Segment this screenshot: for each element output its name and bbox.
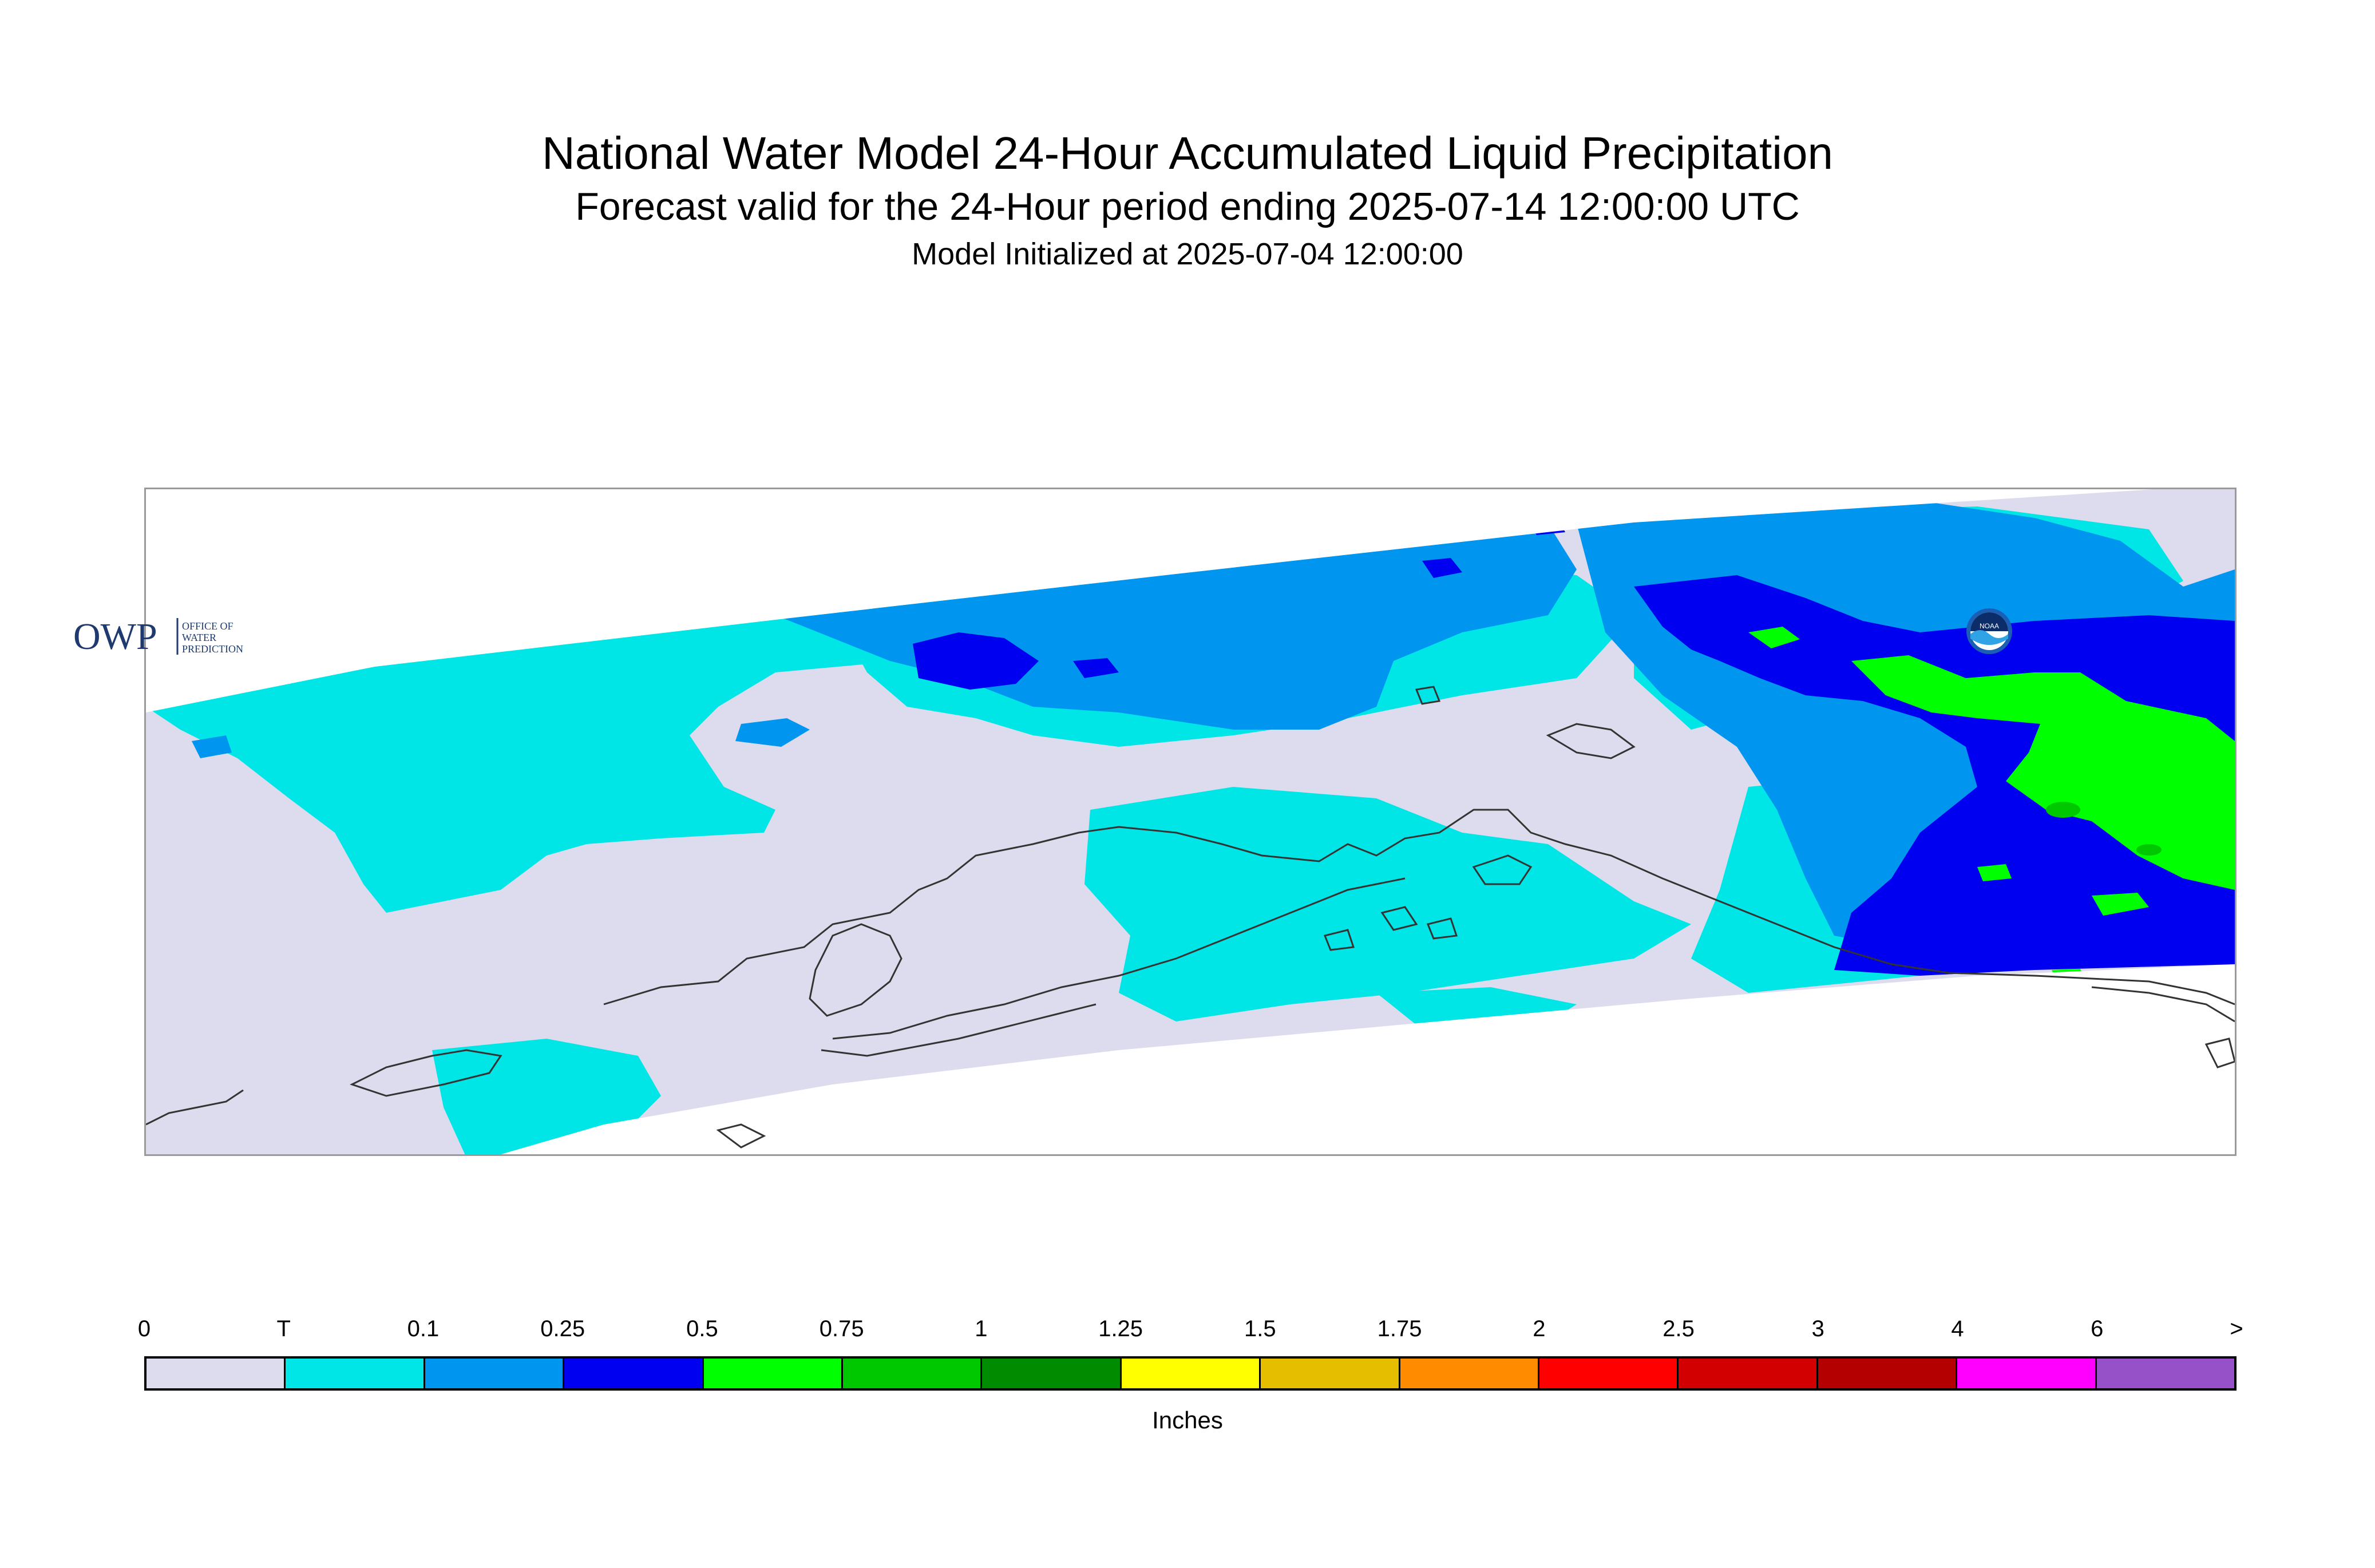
heavy-rain-spot-4: [2052, 969, 2086, 983]
moderate-rain-spot-2: [1422, 558, 1462, 578]
legend-tick-label: 6: [2091, 1316, 2104, 1341]
legend-tick-label: 3: [1811, 1316, 1824, 1341]
legend-swatch: [1539, 1359, 1679, 1388]
heavy-rain-spot-1: [1748, 627, 1800, 648]
legend-swatch: [703, 1359, 844, 1388]
legend-tick-label: 0.75: [819, 1316, 864, 1341]
legend-tick-label: 0.25: [540, 1316, 585, 1341]
model-init-text: Model Initialized at 2025-07-04 12:00:00: [912, 237, 1463, 271]
legend-swatch: [1261, 1359, 1400, 1388]
owp-logo-text: OWP: [73, 616, 157, 658]
legend-tick-label: >: [2230, 1316, 2243, 1341]
legend-tick-label: T: [276, 1316, 291, 1341]
noaa-logo-top: [1970, 612, 2008, 631]
legend-tick-label: 1.25: [1098, 1316, 1143, 1341]
legend-swatch: [147, 1359, 286, 1388]
legend-swatch: [1818, 1359, 1958, 1388]
legend-swatch: [843, 1359, 983, 1388]
very-heavy-rain-spot-2: [2136, 844, 2162, 856]
coastline-southwest: [350, 1049, 502, 1097]
trace-region-southwest: [432, 1039, 661, 1154]
owp-logo-line-2: WATER: [182, 632, 216, 643]
trace-region-west: [146, 609, 919, 913]
coastlines: [146, 686, 2235, 1149]
moderate-rain-spot-1: [1073, 658, 1119, 678]
legend-tick-labels: 0 T 0.1 0.25 0.5 0.75 1 1.25 1.5 1.75 2 2.5 3 4 6 >: [138, 1316, 2243, 1351]
legend-tick-label: 1.5: [1244, 1316, 1276, 1341]
map-title: National Water Model 24-Hour Accumulated…: [542, 128, 1833, 179]
precipitation-map: [146, 489, 2235, 1154]
noaa-logo: NOAA: [1966, 608, 2013, 655]
legend-tick-label: 0.1: [407, 1316, 440, 1341]
coastline-east-inlet: [2204, 1038, 2235, 1068]
legend-swatch: [1121, 1359, 1261, 1388]
owp-logo-line-3: PREDICTION: [182, 643, 243, 655]
legend-tick-label: 1: [975, 1316, 988, 1341]
trace-region-center-south: [1084, 787, 1691, 1021]
map-panel: [144, 488, 2237, 1156]
coastline-south-arc: [821, 1003, 1097, 1057]
legend-tick-label: 0.5: [686, 1316, 718, 1341]
coastline-north-small-lake: [1415, 686, 1441, 705]
legend-swatch: [1679, 1359, 1818, 1388]
legend-units-label: Inches: [1152, 1407, 1223, 1434]
legend-swatch: [1400, 1359, 1540, 1388]
coastline-east-landmass: [2091, 986, 2235, 1023]
coastline-mainland-north: [603, 809, 2235, 1005]
heavy-rain-spot-3: [1977, 864, 2012, 881]
coastline-northeast-inlet: [1546, 723, 1636, 759]
legend-swatch: [1957, 1359, 2097, 1388]
legend-tick-label: 4: [1951, 1316, 1964, 1341]
coastline-bottom-west: [716, 1123, 766, 1149]
legend-tick-label: 2.5: [1662, 1316, 1695, 1341]
color-legend-bar: [144, 1356, 2237, 1391]
coastline-bay: [809, 923, 902, 1017]
coastline-peninsula: [832, 877, 1406, 1040]
legend-swatch: [286, 1359, 425, 1388]
legend-tick-label: 1.75: [1377, 1316, 1422, 1341]
light-rain-spot-west: [735, 718, 810, 747]
legend-swatch: [425, 1359, 565, 1388]
heavy-rain-spot-2: [2092, 893, 2149, 916]
owp-logo-line-1: OFFICE OF: [182, 620, 233, 632]
coastline-islands: [1323, 906, 1458, 951]
light-rain-spot-northwest: [192, 735, 232, 758]
noaa-logo-wave: [1970, 630, 2008, 645]
map-subtitle: Forecast valid for the 24-Hour period en…: [575, 185, 1800, 228]
coastline-west-island: [146, 1089, 244, 1126]
precipitation-field: [146, 489, 2235, 1154]
legend-swatch: [982, 1359, 1122, 1388]
coastline-lake: [1472, 854, 1533, 885]
very-heavy-rain-spot-1: [2046, 802, 2080, 818]
legend-swatch: [564, 1359, 704, 1388]
legend-tick-label: 2: [1533, 1316, 1546, 1341]
moderate-rain-region-north: [913, 632, 1039, 690]
legend-swatch: [2096, 1359, 2235, 1388]
owp-logo: OWP OFFICE OF WATER PREDICTION: [73, 613, 314, 659]
noaa-logo-text: NOAA: [1980, 622, 1999, 630]
legend-tick-label: 0: [137, 1316, 151, 1341]
heavy-rain-region-east: [1851, 655, 2235, 890]
